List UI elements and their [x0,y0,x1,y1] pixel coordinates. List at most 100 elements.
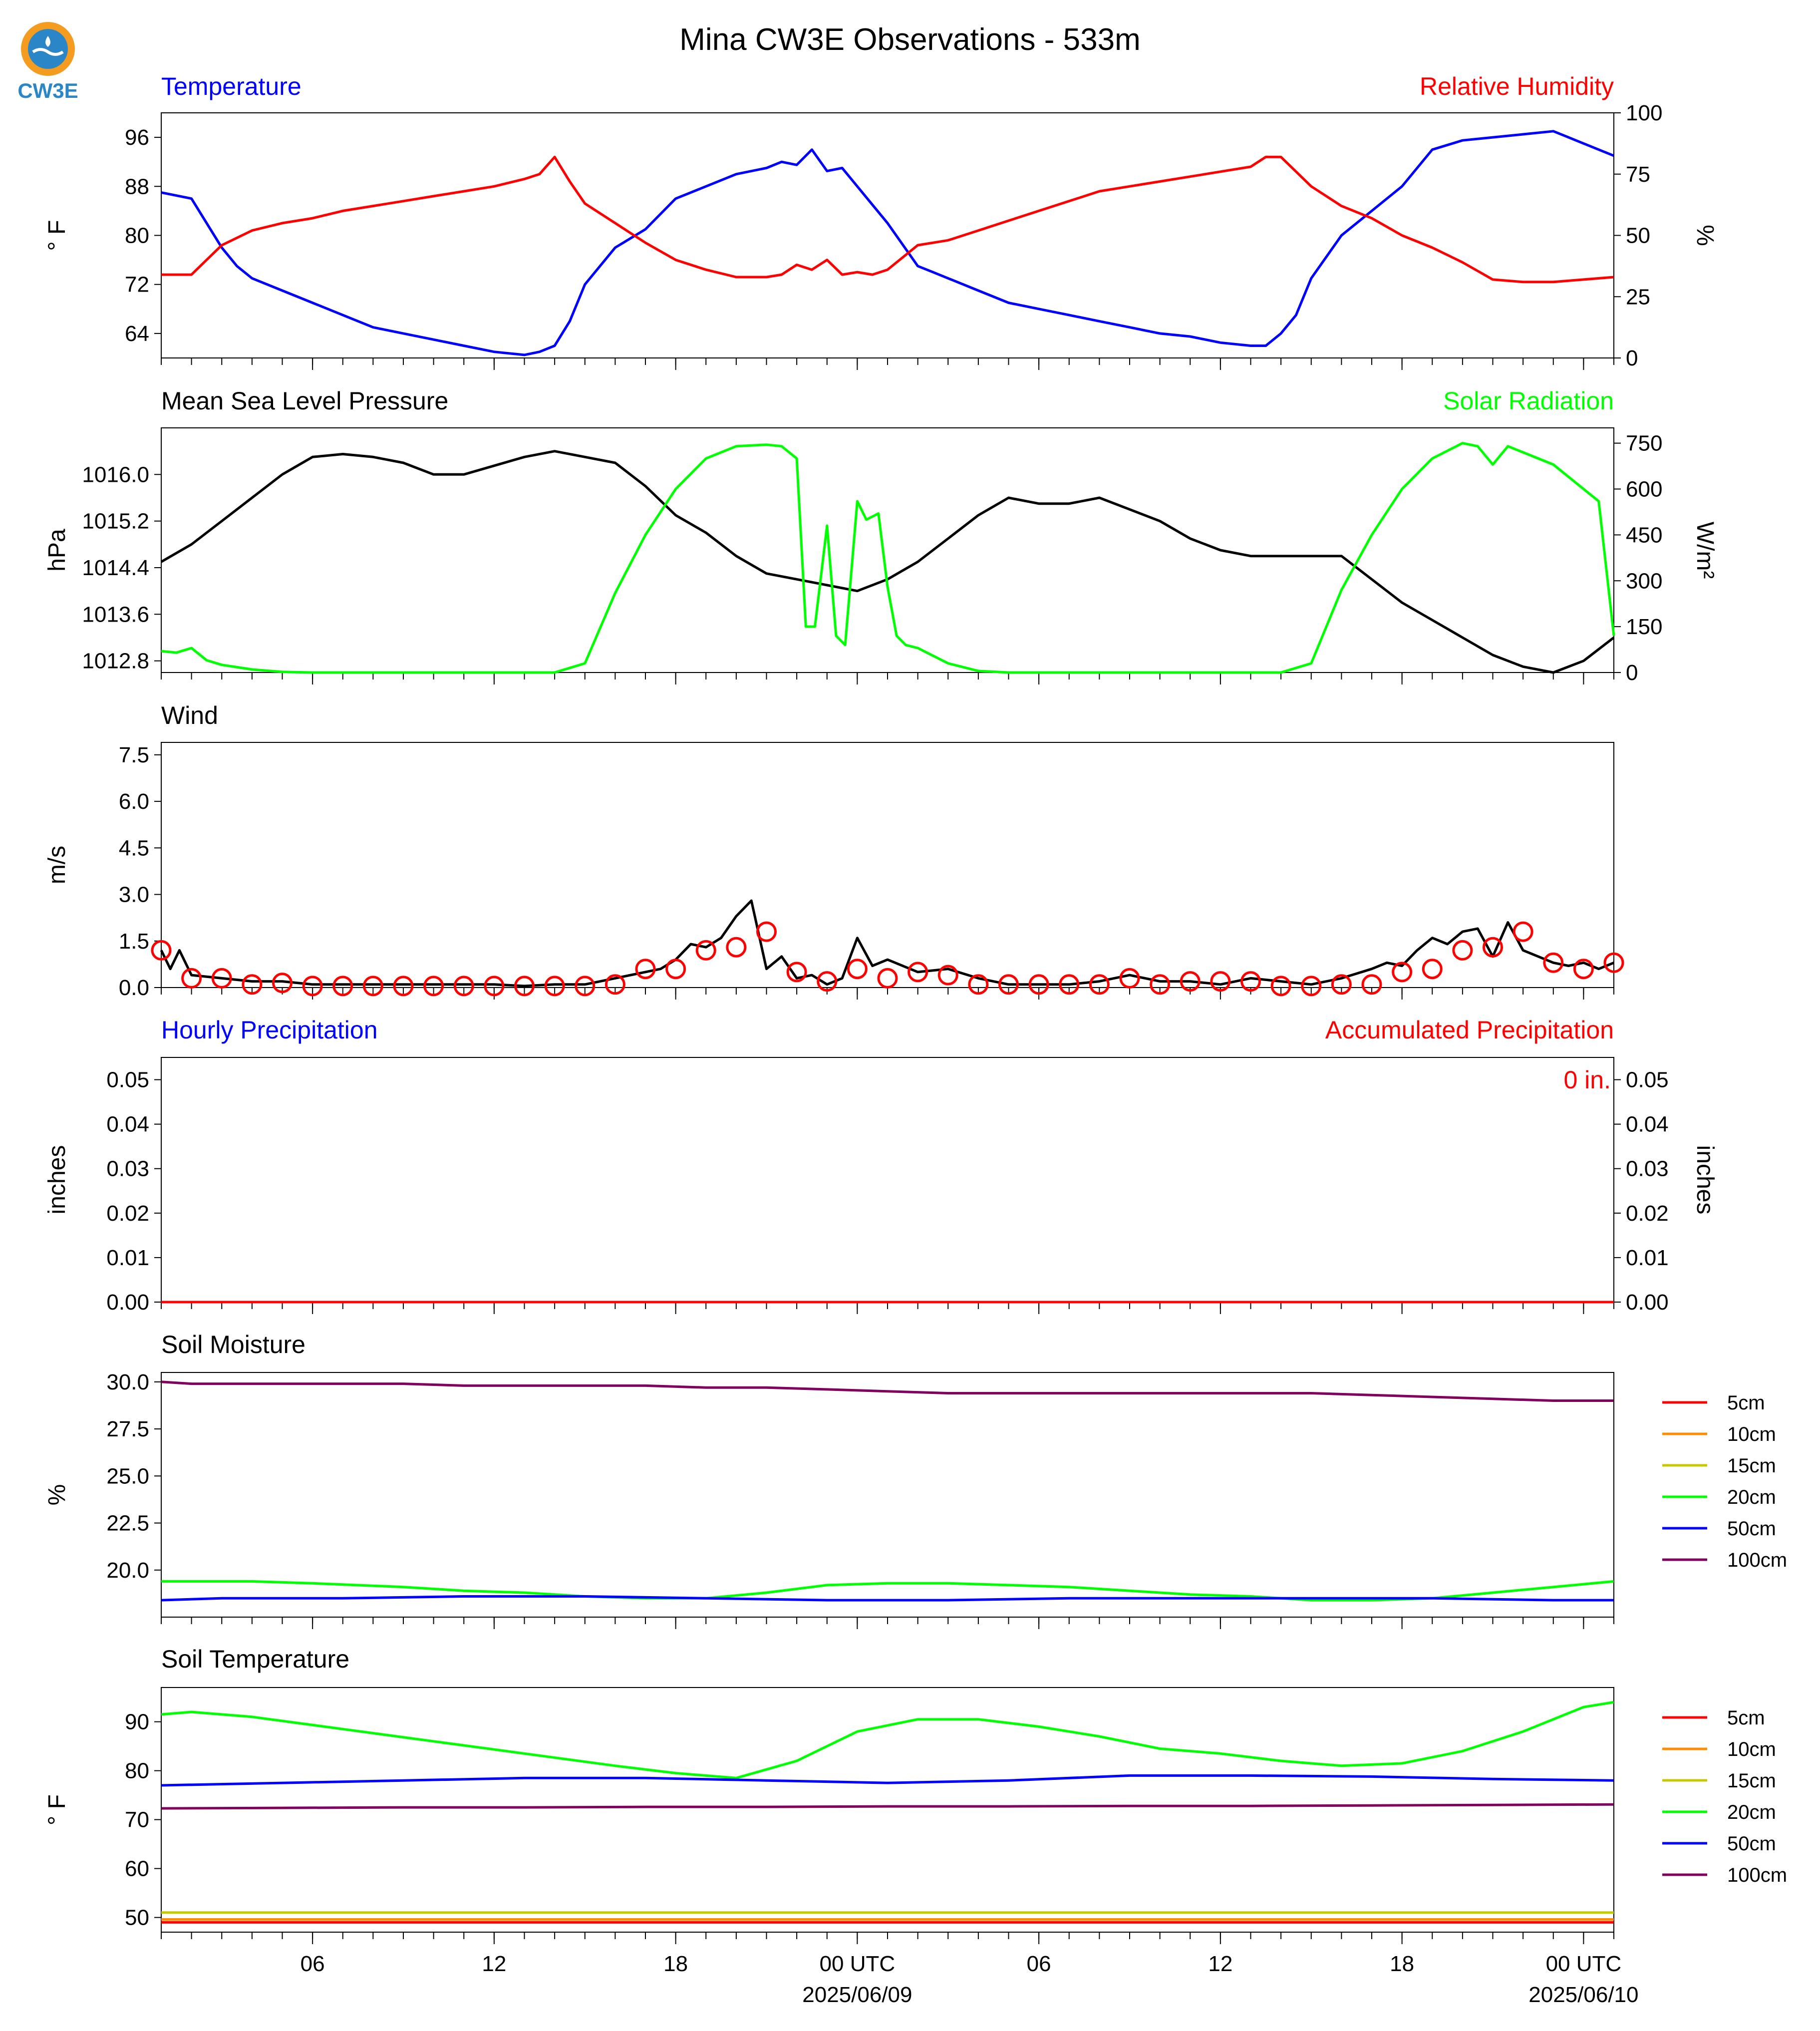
wind-marker [1119,968,1140,989]
y-tick-label: 1.5 [119,929,149,954]
panel-title-left: Soil Temperature [161,1645,349,1673]
wind-marker [1210,971,1231,992]
plot-frame [161,742,1614,988]
legend-label: 15cm [1727,1455,1776,1477]
x-tick-label: 00 UTC [1546,1952,1622,1976]
wind-marker [1240,971,1261,992]
wind-marker [726,937,747,958]
wind-marker [1361,974,1382,995]
wind-marker [1543,952,1564,973]
series-line-mean-sea-level-pressure [160,450,1615,674]
wind-marker [1028,974,1049,995]
wind-marker [635,959,656,980]
y-tick-label: 30.0 [106,1370,149,1394]
wind-marker [937,965,958,986]
y-tick-label: 0.00 [106,1290,149,1315]
logo-text: CW3E [17,79,78,102]
wind-marker [272,973,293,994]
plot-frame [161,1372,1614,1618]
x-tick-label: 00 UTC [820,1952,896,1976]
y-tick-label: 64 [125,322,149,346]
panel-3: Wind 0.0 1.5 3.0 4.5 6.0 7.5 m/s [44,701,1624,1000]
wind-marker [1573,959,1594,980]
wind-marker [332,976,353,997]
y-tick-label: 20.0 [106,1558,149,1583]
panel-title-right: Solar Radiation [1443,387,1614,415]
wind-marker [1301,976,1322,997]
wind-marker [1392,962,1413,983]
y-tick-label: 80 [125,1759,149,1783]
wind-marker [786,962,807,983]
y-axis-title: % [44,1484,70,1506]
y-tick-label-right: 100 [1626,101,1662,125]
y-tick-label-right: 600 [1626,477,1662,502]
legend: 5cm 10cm 15cm 20cm 50cm 100cm [1662,1707,1787,1886]
y-tick-label-right: 50 [1626,224,1650,248]
y-tick-label: 0.0 [119,976,149,1000]
y-tick-label-right: 0.01 [1626,1246,1669,1270]
y-axis-title: m/s [44,846,70,884]
series-line-temperature [161,130,1614,356]
y-axis-title-right: inches [1692,1145,1718,1215]
wind-marker [605,974,625,995]
series-line-50cm [161,1595,1614,1602]
y-tick-label: 7.5 [119,743,149,767]
wind-marker [181,968,202,989]
series-line-wind [160,899,1614,988]
wind-marker [393,976,414,997]
logo-globe [28,29,68,69]
wind-marker [665,959,686,980]
wind-marker [1483,937,1503,958]
panel-title-left: Hourly Precipitation [161,1016,378,1044]
x-tick-date: 2025/06/10 [1528,1983,1638,2007]
panel-title-left: Mean Sea Level Pressure [161,387,448,415]
x-tick-label: 18 [663,1952,688,1976]
logo-wave [32,48,64,56]
legend-label: 100cm [1727,1549,1787,1571]
y-tick-label-right: 150 [1626,615,1662,639]
y-tick-label: 1013.6 [82,602,149,627]
wind-marker [1331,974,1352,995]
x-tick-label: 18 [1390,1952,1414,1976]
wind-marker [1513,921,1533,942]
wind-marker [1059,974,1080,995]
wind-marker [1270,976,1291,997]
panel-title-right: Relative Humidity [1420,72,1614,100]
panel-1: Temperature Relative Humidity 64 72 80 88 96 0 2… [44,72,1718,370]
y-tick-label: 70 [125,1808,149,1832]
figure-title: Mina CW3E Observations - 533m [679,22,1140,57]
wind-marker [968,974,989,995]
legend-label: 50cm [1727,1833,1776,1855]
wind-marker [575,976,596,997]
y-tick-label: 90 [125,1710,149,1734]
y-tick-label: 1014.4 [82,556,149,580]
legend-label: 50cm [1727,1518,1776,1540]
series-line-solar-radiation [161,442,1615,674]
panel-title-right: Accumulated Precipitation [1325,1016,1614,1044]
wind-marker [514,976,535,997]
y-tick-label: 0.05 [106,1068,149,1092]
y-tick-label: 3.0 [119,883,149,907]
plot-frame [161,112,1614,358]
series-line-100cm [161,1803,1614,1810]
plot-frame [161,427,1614,673]
plot-frame [161,1057,1614,1303]
legend-label: 20cm [1727,1801,1776,1823]
series-line-relative-humidity [161,155,1614,284]
wind-marker [695,940,716,961]
y-tick-label: 96 [125,125,149,150]
y-axis-title: hPa [44,529,70,572]
y-tick-label-right: 0.00 [1626,1290,1669,1315]
y-tick-label-right: 25 [1626,285,1650,309]
y-tick-label-right: 0 [1626,346,1638,370]
wind-marker [847,959,868,980]
y-tick-label-right: 75 [1626,162,1650,187]
series-line-20cm [161,1700,1614,1779]
legend-label: 10cm [1727,1738,1776,1760]
wind-marker [1422,959,1443,980]
accumulated-total-label: 0 in. [1563,1066,1611,1094]
legend-label: 10cm [1727,1423,1776,1445]
legend: 5cm 10cm 15cm 20cm 50cm 100cm [1662,1392,1787,1571]
y-axis-title: ° F [44,220,70,251]
wind-marker [1150,974,1171,995]
